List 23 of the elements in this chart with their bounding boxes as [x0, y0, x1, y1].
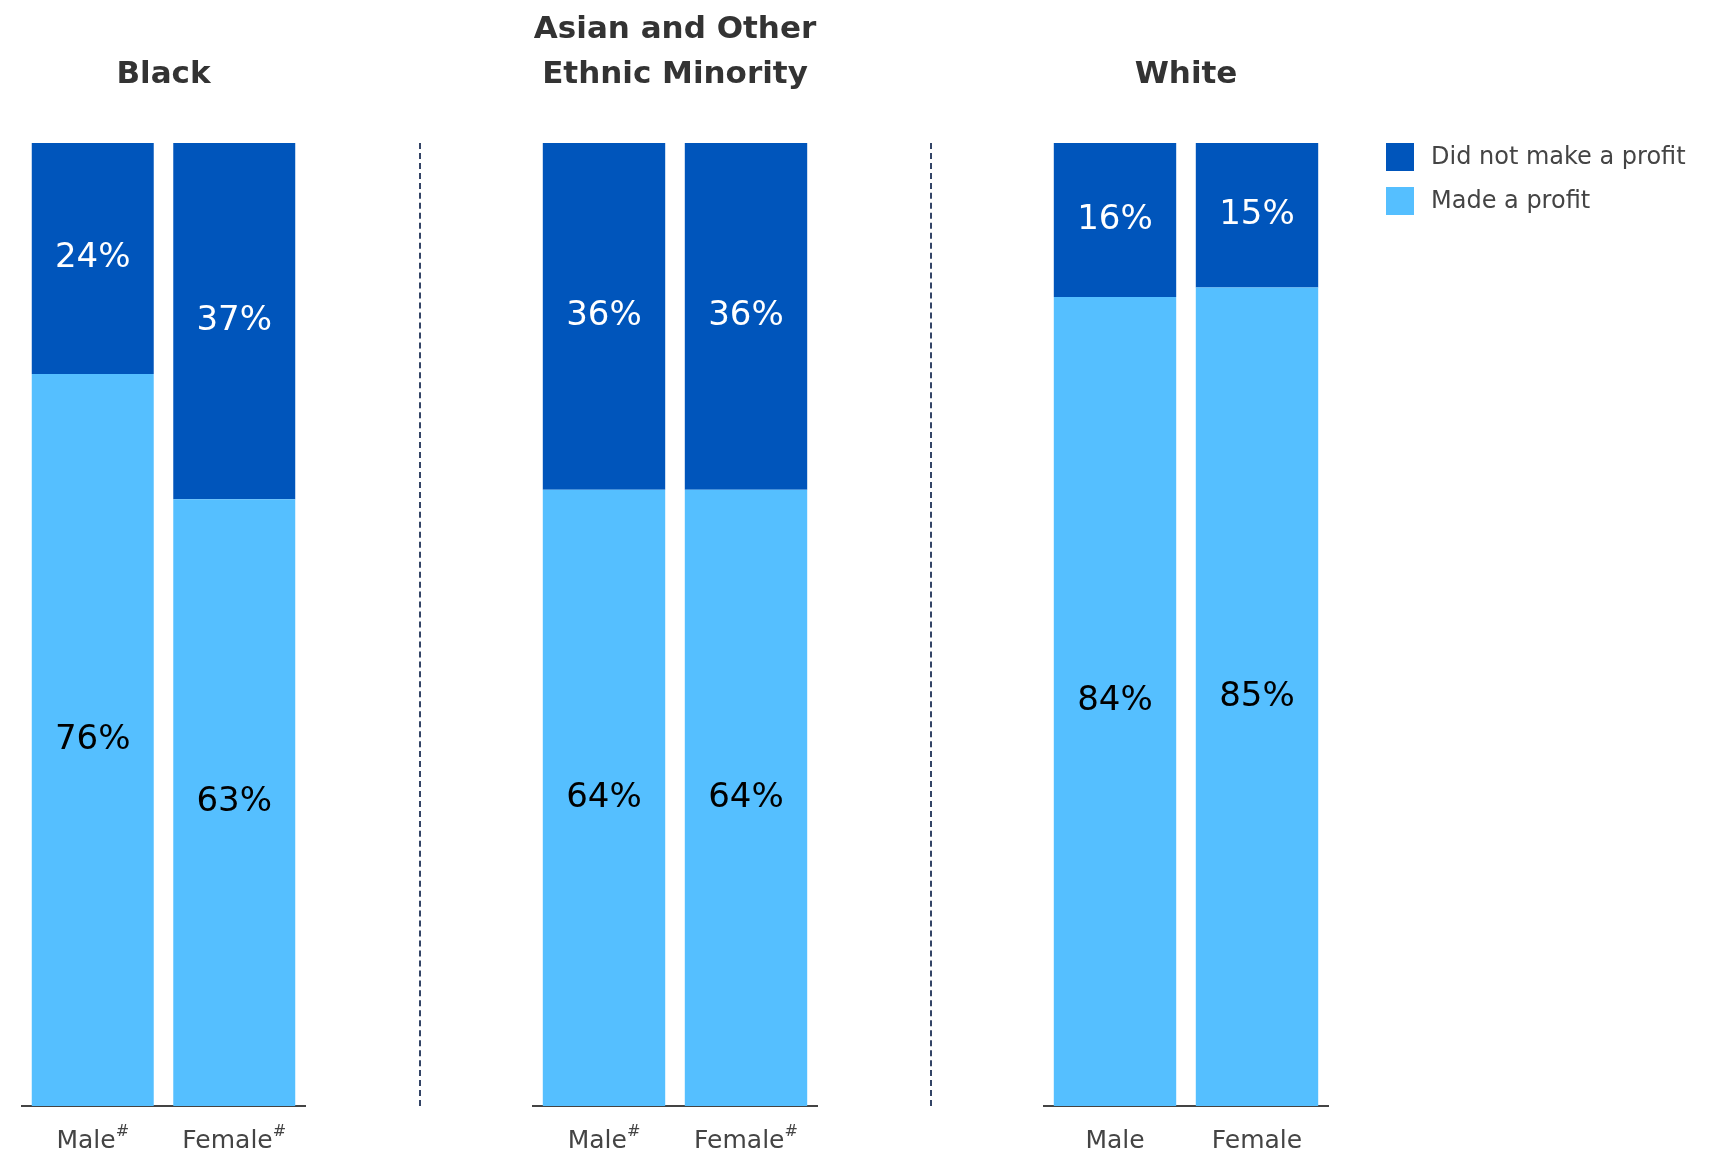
- chart-title: White: [1134, 54, 1238, 90]
- data-label: 84%: [1077, 678, 1153, 719]
- data-label: 64%: [708, 774, 784, 815]
- x-tick-label: Male: [1085, 1125, 1145, 1154]
- data-label: 24%: [54, 235, 131, 276]
- x-tick-label: Male#: [567, 1121, 641, 1154]
- data-label: 64%: [566, 774, 642, 815]
- x-tick-label: Female#: [694, 1121, 798, 1154]
- data-label: 36%: [708, 293, 784, 334]
- chart-title: Asian and Other Ethnic Minority: [533, 9, 817, 90]
- data-label: 37%: [196, 297, 273, 338]
- data-label: 63%: [196, 779, 273, 820]
- x-tick-label: Female: [1211, 1125, 1303, 1154]
- chart-title: Black: [116, 54, 212, 90]
- legend-label: Did not make a profit: [1431, 142, 1686, 171]
- data-label: 85%: [1219, 673, 1295, 714]
- x-tick-label: Male#: [56, 1121, 130, 1154]
- data-label: 15%: [1219, 192, 1295, 233]
- x-tick-label: Female#: [182, 1121, 287, 1154]
- data-label: 76%: [54, 716, 131, 757]
- legend-label: Made a profit: [1431, 186, 1591, 215]
- data-label: 36%: [566, 293, 642, 334]
- data-label: 16%: [1077, 196, 1153, 237]
